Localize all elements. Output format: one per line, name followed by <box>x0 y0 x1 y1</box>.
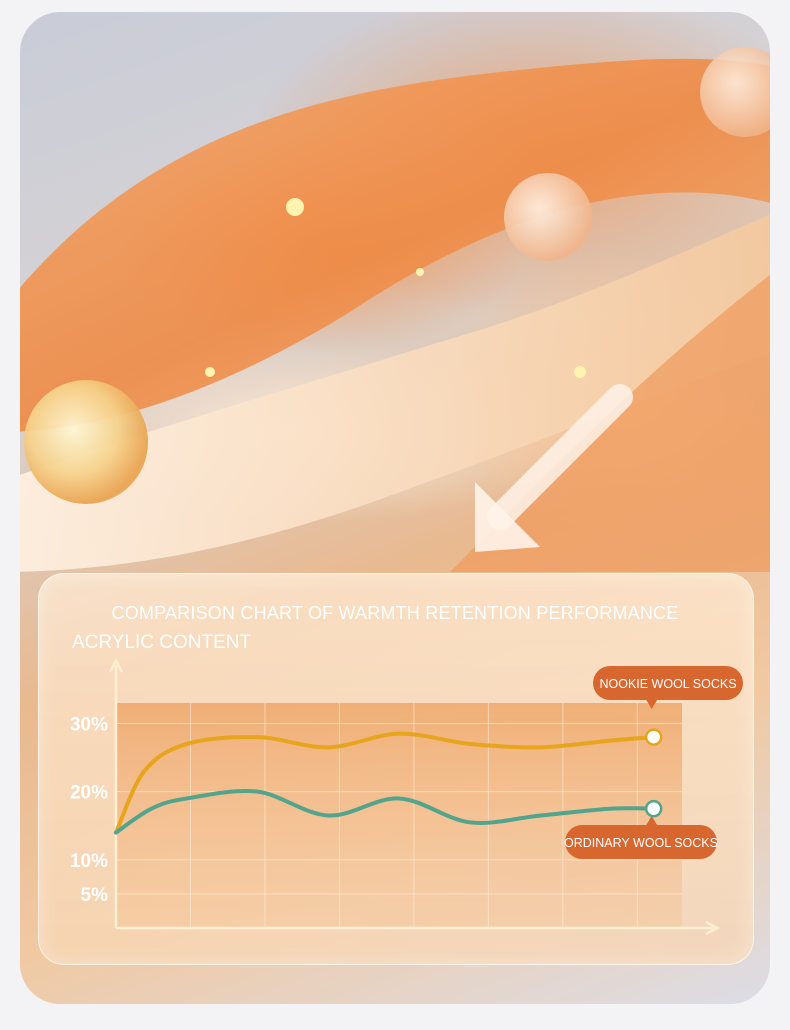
series-line-1 <box>114 731 656 835</box>
series-label-1: NOOKIE WOOL SOCKS <box>593 666 743 709</box>
x-axis-arrow <box>705 920 720 936</box>
series-label-box <box>565 825 717 859</box>
series-end-marker <box>644 728 663 746</box>
series-end-marker <box>644 799 663 818</box>
product-illustration <box>20 47 770 572</box>
y-tick-label: 5% <box>81 885 109 906</box>
series-label-pointer <box>645 699 658 709</box>
y-axis-title: ACRYLIC CONTENT <box>72 632 252 653</box>
series-label-text: NOOKIE WOOL SOCKS <box>599 677 736 691</box>
series-label-box <box>593 666 743 700</box>
series-line-2 <box>114 789 656 835</box>
y-tick-label: 20% <box>70 783 108 804</box>
series-label-pointer <box>645 816 658 826</box>
series-label-text: ORDINARY WOOL SOCKS <box>564 836 718 850</box>
series-label-2: ORDINARY WOOL SOCKS <box>564 816 718 859</box>
y-tick-label: 30% <box>70 714 108 735</box>
chart-title: COMPARISON CHART OF WARMTH RETENTION PER… <box>111 603 679 623</box>
y-tick-label: 10% <box>70 851 108 872</box>
y-axis-arrow <box>108 658 124 673</box>
